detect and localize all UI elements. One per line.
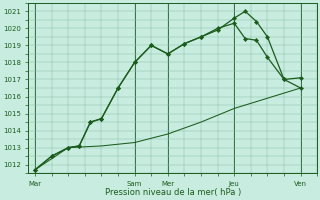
X-axis label: Pression niveau de la mer( hPa ): Pression niveau de la mer( hPa ) — [105, 188, 241, 197]
